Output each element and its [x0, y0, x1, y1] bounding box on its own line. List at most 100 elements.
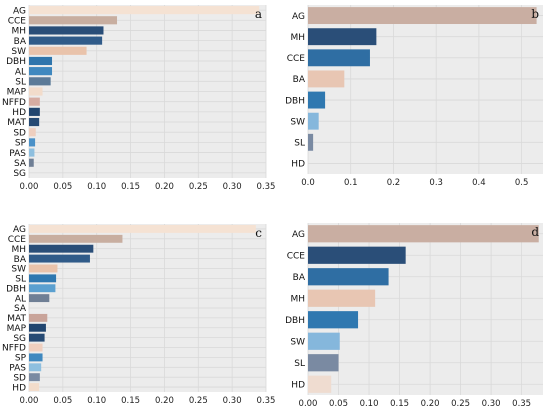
category-label: DBH	[285, 96, 305, 106]
x-tick-label: 0.10	[360, 399, 379, 409]
bar-hd	[308, 375, 332, 393]
panel-label: d	[531, 225, 539, 239]
x-tick-label: 0.30	[482, 399, 501, 409]
bar-mh	[308, 289, 376, 307]
panel-label: b	[531, 7, 539, 21]
category-label: AL	[15, 294, 26, 304]
bar-al	[29, 67, 53, 76]
bar-hd	[29, 383, 40, 392]
category-label: NFFD	[2, 98, 26, 108]
category-label: AG	[292, 230, 305, 240]
bar-sd	[29, 128, 36, 137]
category-label: BA	[293, 75, 306, 85]
bar-mh	[29, 26, 104, 35]
category-label: SG	[13, 334, 26, 344]
bar-dbh	[308, 311, 359, 329]
category-label: AG	[13, 6, 26, 16]
category-label: SP	[15, 354, 27, 364]
x-tick-label: 0.25	[189, 396, 208, 406]
bar-sl	[308, 133, 314, 151]
bar-nffd	[29, 343, 43, 352]
bar-dbh	[29, 284, 56, 293]
category-label: NFFD	[2, 344, 26, 354]
category-label: SA	[14, 159, 27, 169]
x-tick-label: 0.10	[87, 182, 106, 192]
bar-sw	[308, 332, 340, 350]
category-label: MAP	[7, 88, 27, 98]
bar-cce	[29, 16, 118, 25]
bar-cce	[308, 246, 406, 264]
category-label: DBH	[6, 284, 26, 294]
category-label: HD	[291, 160, 305, 170]
bar-sp	[29, 353, 43, 362]
x-tick-label: 0.1	[344, 178, 358, 188]
category-label: MAT	[7, 118, 26, 128]
bar-sw	[308, 112, 319, 130]
category-label: MH	[11, 245, 26, 255]
category-label: DBH	[6, 57, 26, 67]
category-label: MH	[290, 294, 305, 304]
bar-ag	[308, 7, 537, 25]
bar-mh	[29, 244, 94, 253]
category-label: SA	[14, 304, 27, 314]
x-tick-label: 0.30	[223, 182, 242, 192]
x-tick-label: 0.35	[512, 399, 531, 409]
x-tick-label: 0.00	[20, 182, 39, 192]
bar-ag	[308, 225, 539, 243]
panel-d: 0.00 0.05 0.10 0.15 0.20 0.25 0.30 0.35 AG CCE BA M…	[285, 223, 543, 409]
bar-sl	[29, 274, 57, 283]
bar-ba	[29, 254, 90, 263]
category-label: SD	[13, 373, 26, 383]
panel-a: 0.00 0.05 0.10 0.15 0.20 0.25 0.30 0.35 AGCCEMHB…	[2, 5, 275, 192]
bar-al	[29, 294, 50, 303]
category-label: BA	[293, 273, 306, 283]
bar-mat	[29, 313, 48, 322]
x-tick-label: 0.00	[299, 399, 318, 409]
bar-sa	[29, 158, 34, 167]
bar-mh	[308, 28, 377, 46]
bar-dbh	[29, 56, 53, 66]
x-tick-label: 0.15	[390, 399, 409, 409]
x-tick-label: 0.25	[451, 399, 470, 409]
bar-sl	[29, 77, 51, 86]
x-tick-label: 0.20	[421, 399, 440, 409]
category-label: CCE	[287, 54, 306, 64]
category-label: MAP	[7, 324, 27, 334]
category-label: HD	[12, 108, 26, 118]
category-label: DBH	[285, 316, 305, 326]
category-label: CCE	[8, 16, 27, 26]
category-label: SP	[15, 139, 27, 149]
bar-cce	[308, 49, 370, 67]
category-label: HD	[12, 383, 26, 393]
x-tick-label: 0.2	[387, 178, 401, 188]
bar-mat	[29, 117, 40, 127]
category-label: MH	[290, 33, 305, 43]
category-label: SG	[13, 169, 26, 179]
x-tick-label: 0.05	[329, 399, 348, 409]
x-tick-label: 0.05	[53, 396, 72, 406]
bar-nffd	[29, 97, 40, 106]
bar-ba	[308, 268, 389, 286]
bar-map	[29, 323, 46, 332]
category-label: SW	[290, 337, 305, 347]
bar-ba	[308, 70, 345, 88]
category-label: BA	[14, 37, 27, 47]
category-label: MH	[11, 27, 26, 37]
bar-pas	[29, 148, 35, 157]
panel-c: 0.00 0.05 0.10 0.15 0.20 0.25 0.30 0.35 AGCCEMHB…	[2, 224, 276, 406]
x-tick-label: 0.15	[121, 396, 140, 406]
category-label: SW	[11, 47, 26, 57]
category-label: AG	[13, 225, 26, 235]
bar-sg	[29, 333, 45, 342]
x-tick-label: 0.35	[257, 396, 276, 406]
bar-sp	[29, 138, 36, 147]
x-tick-label: 0.30	[223, 396, 242, 406]
bar-ag	[29, 6, 260, 15]
bar-sw	[29, 46, 87, 55]
x-tick-label: 0.00	[20, 396, 39, 406]
bar-pas	[29, 363, 42, 372]
x-tick-label: 0.0	[301, 178, 315, 188]
panel-label: a	[255, 7, 262, 21]
category-label: CCE	[8, 235, 27, 245]
bar-ba	[29, 36, 103, 45]
